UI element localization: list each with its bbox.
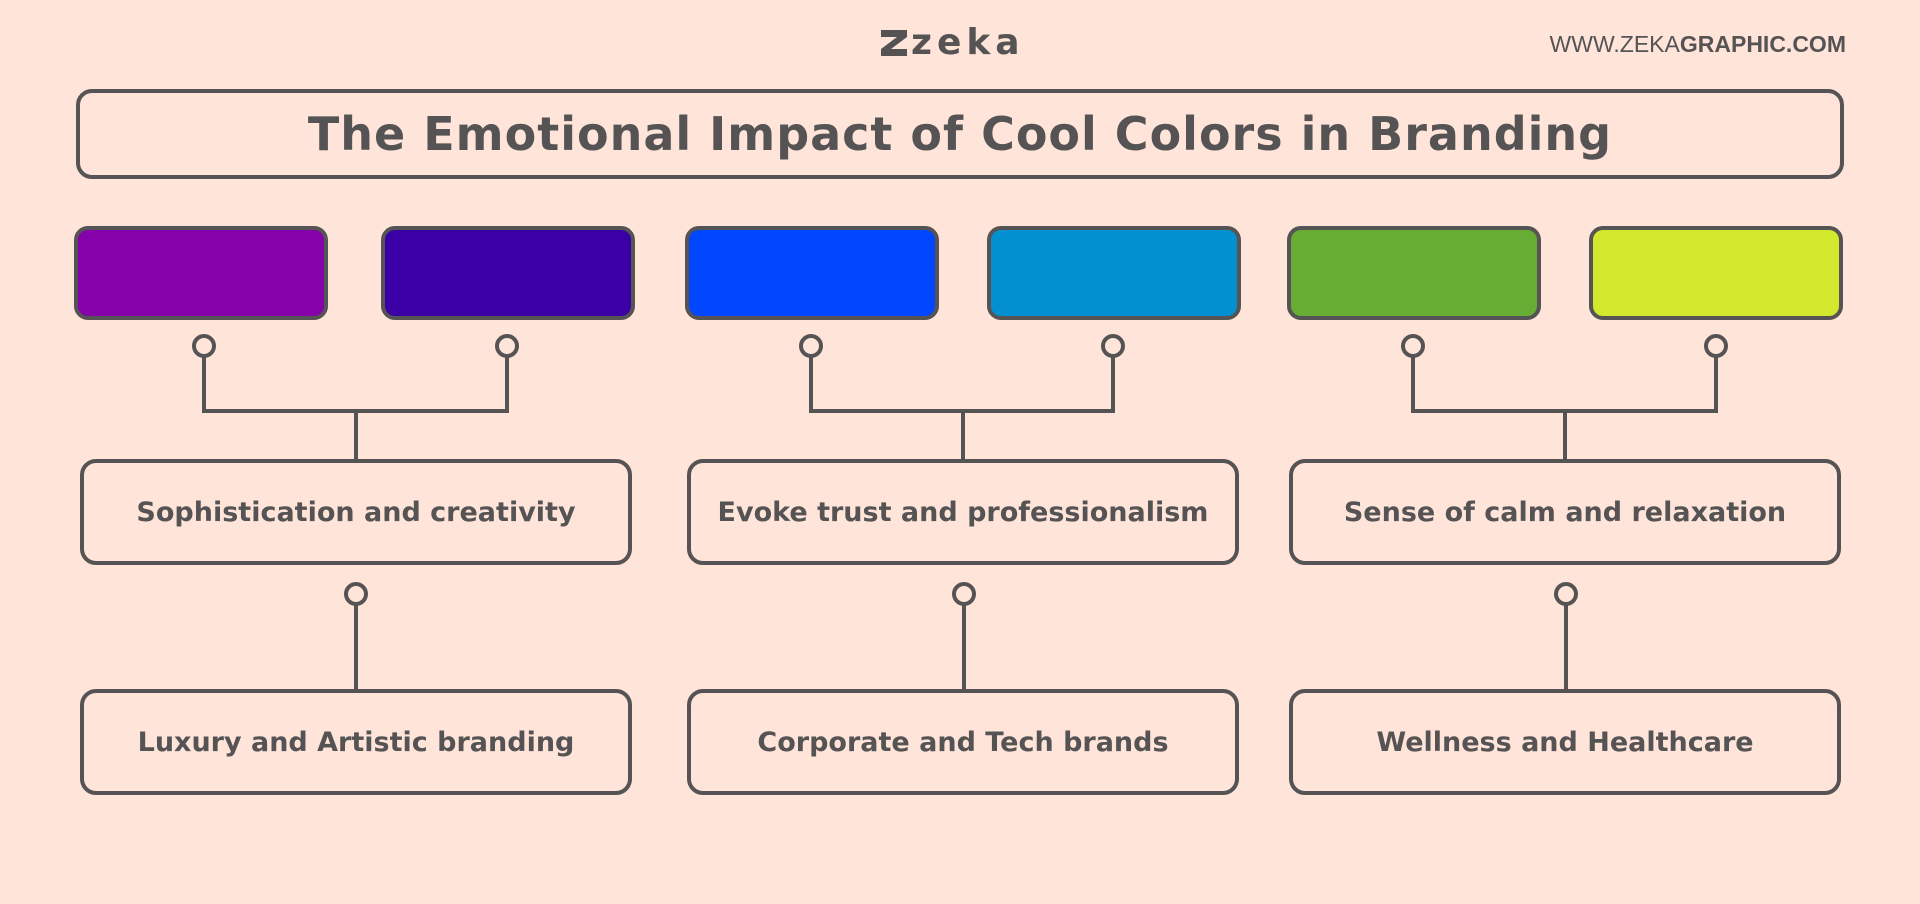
zeka-logo-mark-icon [881,30,907,56]
swatch-indigo [381,226,635,320]
connector-node [1704,334,1728,358]
emotion-box-blue: Evoke trust and professionalism [687,459,1239,565]
website-url[interactable]: WWW.ZEKAGRAPHIC.COM [1550,31,1846,57]
connector-bracket-3 [1411,356,1718,413]
usage-label: Corporate and Tech brands [757,726,1169,758]
connector-bracket-1 [202,356,509,413]
emotion-box-purple: Sophistication and creativity [80,459,632,565]
connector-node [495,334,519,358]
title-box: The Emotional Impact of Cool Colors in B… [76,89,1844,179]
connector-node [799,334,823,358]
usage-label: Wellness and Healthcare [1376,726,1754,758]
connector-node [1101,334,1125,358]
zeka-logo[interactable]: zeka [881,22,1025,63]
emotion-box-green: Sense of calm and relaxation [1289,459,1841,565]
emotion-label: Evoke trust and professionalism [717,496,1209,528]
page-title: The Emotional Impact of Cool Colors in B… [307,107,1613,161]
connector-node [952,582,976,606]
emotion-label: Sense of calm and relaxation [1343,496,1787,528]
usage-box-blue: Corporate and Tech brands [687,689,1239,795]
url-bold: GRAPHIC.COM [1679,31,1846,57]
logo-wordmark: zeka [911,22,1025,63]
connector-bracket-2 [809,356,1115,413]
usage-label: Luxury and Artistic branding [137,726,575,758]
usage-box-green: Wellness and Healthcare [1289,689,1841,795]
swatch-purple [74,226,328,320]
swatch-lime [1589,226,1843,320]
connector-node [344,582,368,606]
connector-node [1401,334,1425,358]
emotion-label: Sophistication and creativity [136,496,576,528]
connector-node [1554,582,1578,606]
url-regular: WWW.ZEKA [1549,31,1680,57]
connector-node [192,334,216,358]
usage-box-purple: Luxury and Artistic branding [80,689,632,795]
swatch-cyan [987,226,1241,320]
swatch-blue [685,226,939,320]
swatch-green [1287,226,1541,320]
